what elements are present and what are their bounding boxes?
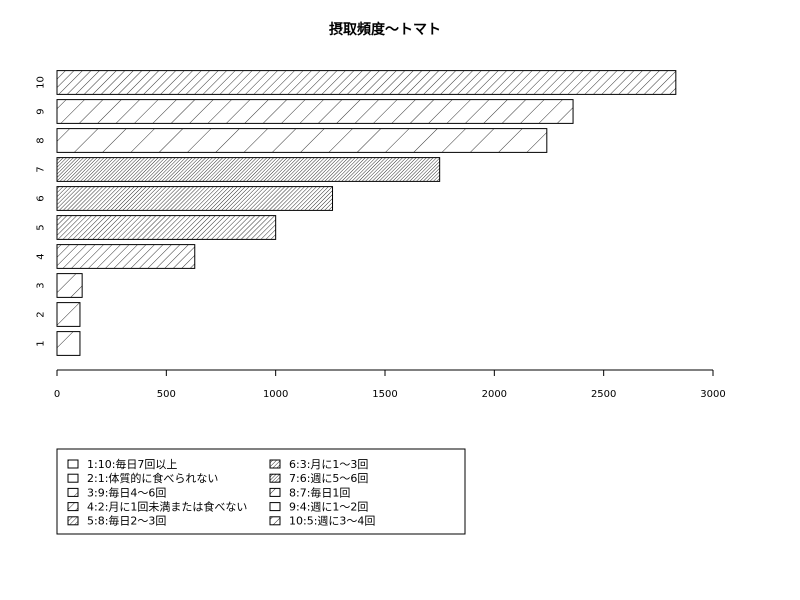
y-tick-label-7: 7 — [36, 166, 47, 172]
legend-swatch-3 — [67, 487, 79, 497]
y-axis-labels: 1 2 3 4 5 6 7 8 9 10 — [36, 76, 47, 347]
x-tick-label-0: 0 — [54, 389, 60, 400]
bar-1 — [56, 331, 81, 356]
bar-2 — [56, 302, 81, 327]
x-tick-label-2000: 2000 — [482, 389, 507, 400]
y-tick-label-2: 2 — [36, 311, 47, 317]
legend-swatch-1 — [67, 459, 79, 469]
legend-swatch-7 — [269, 473, 281, 483]
x-axis: 0 500 1000 1500 2000 2500 3000 — [54, 369, 726, 400]
legend-label-7: 7:6:週に5〜6回 — [289, 472, 368, 485]
bar-7 — [56, 157, 441, 182]
x-tick-label-2500: 2500 — [591, 389, 616, 400]
legend-box — [56, 448, 466, 535]
legend-label-4: 4:2:月に1回未満または食べない — [87, 499, 247, 513]
bar-5 — [56, 215, 277, 240]
legend-label-5: 5:8:毎日2〜3回 — [87, 515, 166, 528]
chart-title: 摂取頻度〜トマト — [329, 21, 441, 38]
bar-4 — [56, 244, 196, 269]
legend-label-3: 3:9:毎日4〜6回 — [87, 486, 166, 499]
legend-swatch-5 — [67, 516, 79, 526]
legend-label-6: 6:3:月に1〜3回 — [289, 458, 368, 471]
legend-label-10: 10:5:週に3〜4回 — [289, 515, 375, 528]
bar-6 — [56, 186, 334, 211]
y-tick-label-8: 8 — [36, 137, 47, 143]
x-tick-label-1500: 1500 — [372, 389, 397, 400]
y-tick-label-6: 6 — [36, 195, 47, 201]
legend-swatch-4 — [67, 502, 79, 512]
legend-label-1: 1:10:毎日7回以上 — [87, 458, 177, 471]
bar-9 — [56, 99, 574, 124]
legend-label-9: 9:4:週に1〜2回 — [289, 500, 368, 513]
legend-label-8: 8:7:毎日1回 — [289, 486, 350, 499]
bar-10 — [56, 70, 677, 95]
legend-swatch-10 — [269, 516, 281, 526]
y-tick-label-9: 9 — [36, 108, 47, 114]
legend-swatch-9 — [269, 502, 281, 512]
legend-label-2: 2:1:体質的に食べられない — [87, 471, 218, 485]
x-tick-label-500: 500 — [157, 389, 176, 400]
x-tick-label-3000: 3000 — [700, 389, 725, 400]
bar-8 — [56, 128, 548, 153]
legend-swatch-2 — [67, 473, 79, 483]
bar-3 — [56, 273, 83, 298]
x-tick-label-1000: 1000 — [263, 389, 288, 400]
y-tick-label-1: 1 — [36, 340, 47, 346]
legend-swatch-8 — [269, 487, 281, 497]
y-tick-label-4: 4 — [36, 253, 47, 259]
y-tick-label-3: 3 — [36, 282, 47, 288]
y-tick-label-10: 10 — [36, 76, 47, 89]
bars-group — [56, 70, 677, 356]
y-tick-label-5: 5 — [36, 224, 47, 230]
legend-swatch-6 — [269, 459, 281, 469]
legend: 1:10:毎日7回以上2:1:体質的に食べられない3:9:毎日4〜6回4:2:月… — [56, 448, 466, 535]
